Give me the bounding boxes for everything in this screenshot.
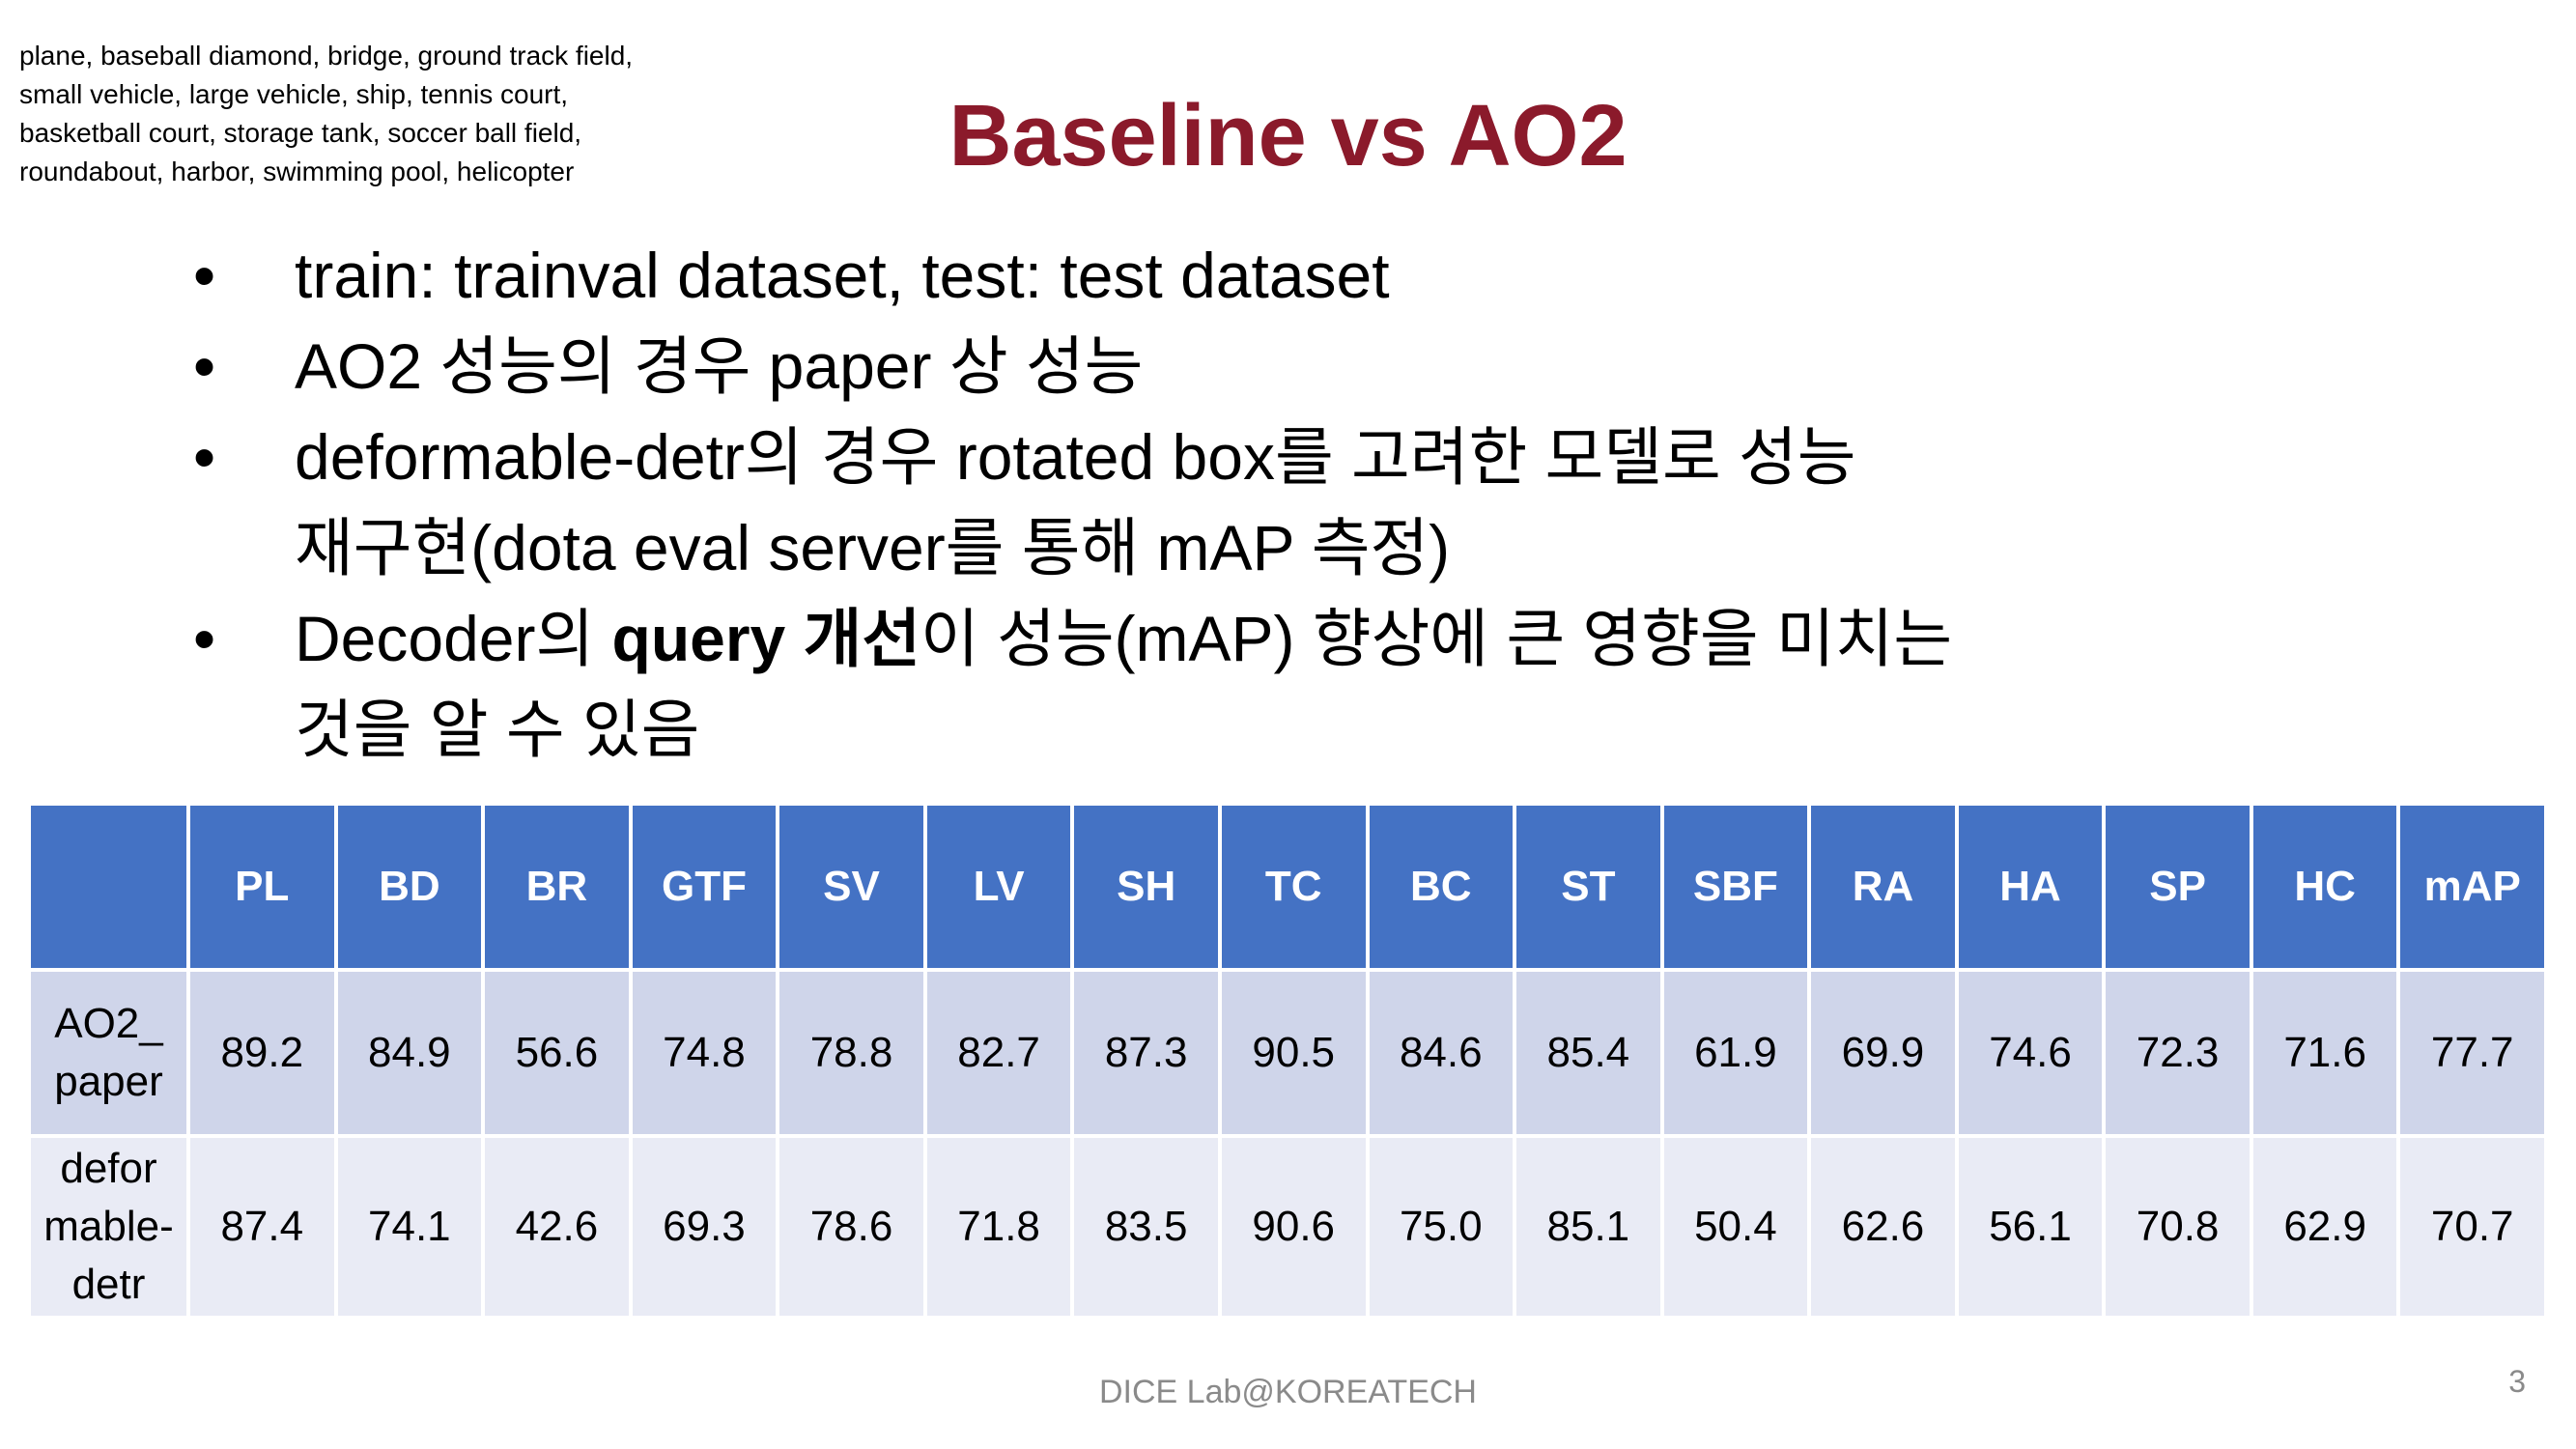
row-label-line: detr bbox=[71, 1261, 146, 1308]
row-label-line: AO2_ bbox=[54, 1000, 163, 1047]
row-label-line: defor bbox=[60, 1145, 157, 1192]
bullet-text: train: trainval dataset, test: test data… bbox=[295, 240, 1390, 311]
table-cell: 84.9 bbox=[333, 968, 486, 1138]
row-label: AO2_ paper bbox=[27, 968, 190, 1138]
bullet-item: deformable-detr의 경우 rotated box를 고려한 모델로… bbox=[193, 412, 2415, 593]
table-cell: 78.6 bbox=[776, 1134, 927, 1320]
table-cell: 85.4 bbox=[1513, 968, 1664, 1138]
table-cell: 71.6 bbox=[2249, 968, 2401, 1138]
table-cell: 84.6 bbox=[1365, 968, 1517, 1138]
bullet-emphasis: query 개선 bbox=[611, 603, 921, 674]
table-cell: 70.8 bbox=[2102, 1134, 2253, 1320]
table-cell: 74.1 bbox=[333, 1134, 486, 1320]
table-row-ao2-paper: AO2_ paper 89.2 84.9 56.6 74.8 78.8 82.7… bbox=[27, 968, 2548, 1138]
table-cell: 62.6 bbox=[1807, 1134, 1959, 1320]
table-cell: 82.7 bbox=[922, 968, 1075, 1138]
slide-footer: DICE Lab@KOREATECH bbox=[1099, 1374, 1477, 1410]
bullet-item: Decoder의 query 개선이 성능(mAP) 향상에 큰 영향을 미치는… bbox=[193, 593, 2415, 775]
table-cell: 75.0 bbox=[1365, 1134, 1517, 1320]
bullet-item: train: trainval dataset, test: test data… bbox=[193, 230, 2415, 321]
table-cell: 87.4 bbox=[186, 1134, 338, 1320]
table-cell: 70.7 bbox=[2396, 1134, 2548, 1320]
bullet-text-continued: 재구현(dota eval server를 통해 mAP 측정) bbox=[295, 512, 1451, 583]
results-table: PL BD BR GTF SV LV SH TC BC ST SBF RA HA… bbox=[27, 802, 2548, 1320]
table-row-deformable-detr: defor mable- detr 87.4 74.1 42.6 69.3 78… bbox=[27, 1134, 2548, 1320]
table-cell: 71.8 bbox=[922, 1134, 1075, 1320]
header-cell: HA bbox=[1954, 802, 2107, 972]
bullet-text: deformable-detr의 경우 rotated box를 고려한 모델로… bbox=[295, 421, 1856, 493]
table-cell: 42.6 bbox=[481, 1134, 633, 1320]
page-number: 3 bbox=[2508, 1364, 2526, 1399]
table-cell: 62.9 bbox=[2249, 1134, 2401, 1320]
class-list-note: plane, baseball diamond, bridge, ground … bbox=[19, 41, 634, 186]
row-label-line: mable- bbox=[43, 1203, 174, 1250]
bullet-text-continued: 것을 알 수 있음 bbox=[295, 694, 700, 765]
table-cell: 69.9 bbox=[1807, 968, 1959, 1138]
table-cell: 74.6 bbox=[1954, 968, 2107, 1138]
table-cell: 74.8 bbox=[628, 968, 780, 1138]
header-cell: GTF bbox=[628, 802, 780, 972]
header-cell: BR bbox=[481, 802, 633, 972]
header-cell: mAP bbox=[2396, 802, 2548, 972]
table-cell: 56.6 bbox=[481, 968, 633, 1138]
table-cell: 83.5 bbox=[1070, 1134, 1222, 1320]
slide-title: Baseline vs AO2 bbox=[948, 88, 1628, 185]
bullet-text: 이 성능(mAP) 향상에 큰 영향을 미치는 bbox=[920, 603, 1953, 674]
table-cell: 50.4 bbox=[1659, 1134, 1812, 1320]
header-cell: LV bbox=[922, 802, 1075, 972]
bullet-list: train: trainval dataset, test: test data… bbox=[193, 230, 2415, 775]
bullet-item: AO2 성능의 경우 paper 상 성능 bbox=[193, 321, 2415, 412]
table-cell: 78.8 bbox=[776, 968, 927, 1138]
table-cell: 85.1 bbox=[1513, 1134, 1664, 1320]
header-cell bbox=[27, 802, 190, 972]
header-cell: BC bbox=[1365, 802, 1517, 972]
header-cell: SBF bbox=[1659, 802, 1812, 972]
table-cell: 77.7 bbox=[2396, 968, 2548, 1138]
header-row: PL BD BR GTF SV LV SH TC BC ST SBF RA HA… bbox=[27, 802, 2548, 972]
table-cell: 72.3 bbox=[2102, 968, 2253, 1138]
header-cell: SV bbox=[776, 802, 927, 972]
table-cell: 87.3 bbox=[1070, 968, 1222, 1138]
table-cell: 69.3 bbox=[628, 1134, 780, 1320]
header-cell: SP bbox=[2102, 802, 2253, 972]
table-cell: 56.1 bbox=[1954, 1134, 2107, 1320]
table-cell: 89.2 bbox=[186, 968, 338, 1138]
row-label-line: paper bbox=[54, 1058, 163, 1105]
bullet-text: Decoder의 bbox=[295, 603, 612, 674]
header-cell: BD bbox=[333, 802, 486, 972]
row-label: defor mable- detr bbox=[27, 1134, 190, 1320]
header-cell: RA bbox=[1807, 802, 1959, 972]
header-cell: HC bbox=[2249, 802, 2401, 972]
table-cell: 90.6 bbox=[1217, 1134, 1370, 1320]
header-cell: SH bbox=[1070, 802, 1222, 972]
bullet-text: AO2 성능의 경우 paper 상 성능 bbox=[295, 330, 1144, 402]
table-cell: 61.9 bbox=[1659, 968, 1812, 1138]
table-cell: 90.5 bbox=[1217, 968, 1370, 1138]
header-cell: TC bbox=[1217, 802, 1370, 972]
header-cell: PL bbox=[186, 802, 338, 972]
header-cell: ST bbox=[1513, 802, 1664, 972]
